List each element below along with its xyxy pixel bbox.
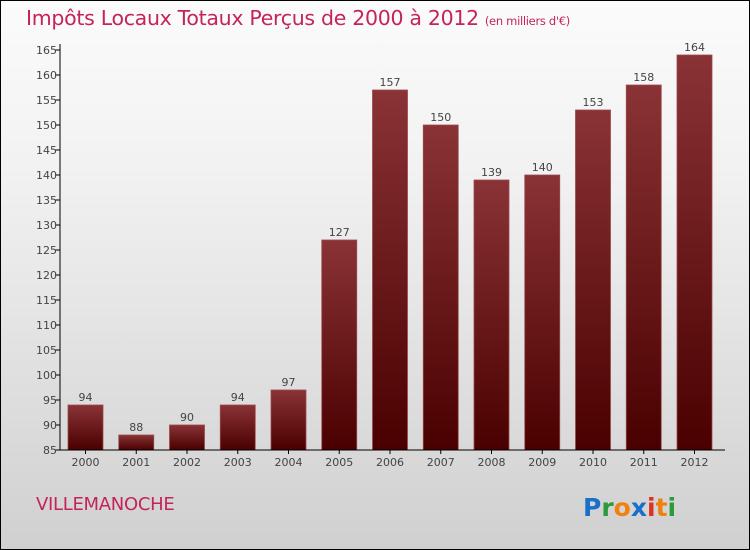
y-tick-label: 135: [36, 194, 57, 207]
data-label-2009: 140: [532, 161, 553, 174]
logo-text: Proxiti: [583, 493, 676, 522]
data-label-2003: 94: [231, 391, 245, 404]
commune-name: VILLEMANOCHE: [36, 494, 175, 515]
data-label-2010: 153: [583, 96, 604, 109]
x-tick-label: 2008: [478, 456, 506, 469]
data-label-2005: 127: [329, 226, 350, 239]
bar-2008: [473, 179, 510, 451]
bar-2010: [575, 109, 611, 451]
x-tick-label: 2009: [528, 456, 556, 469]
data-label-2004: 97: [282, 376, 296, 389]
y-tick-label: 110: [36, 319, 57, 332]
bar-2004: [270, 389, 307, 451]
y-tick-label: 120: [36, 269, 57, 282]
data-label-2007: 150: [430, 111, 451, 124]
bar-2006: [372, 89, 408, 451]
title-text: Impôts Locaux Totaux Perçus de 2000 à 20…: [26, 6, 479, 30]
data-label-2012: 164: [684, 41, 705, 54]
x-tick-label: 2007: [427, 456, 455, 469]
x-tick-label: 2004: [275, 456, 303, 469]
y-tick-label: 150: [36, 119, 57, 132]
chart-title: Impôts Locaux Totaux Perçus de 2000 à 20…: [26, 6, 570, 30]
y-tick-label: 105: [36, 344, 57, 357]
bar-2001: [118, 434, 155, 451]
data-label-2006: 157: [380, 76, 401, 89]
y-tick-label: 130: [36, 219, 57, 232]
y-tick-label: 155: [36, 94, 57, 107]
x-tick-label: 2012: [681, 456, 709, 469]
bar-2009: [524, 174, 561, 451]
x-tick-label: 2006: [376, 456, 404, 469]
y-tick-label: 115: [36, 294, 57, 307]
data-label-2008: 139: [481, 166, 502, 179]
bar-2012: [676, 54, 713, 451]
proxiti-logo: Proxiti: [583, 493, 676, 522]
y-tick-label: 145: [36, 144, 57, 157]
bar-2002: [169, 424, 205, 451]
y-tick-label: 160: [36, 69, 57, 82]
y-tick-label: 140: [36, 169, 57, 182]
data-label-2000: 94: [79, 391, 93, 404]
x-tick-label: 2011: [630, 456, 658, 469]
bar-2007: [422, 124, 459, 451]
x-tick-label: 2005: [325, 456, 353, 469]
y-tick-label: 95: [43, 394, 57, 407]
data-label-2001: 88: [129, 421, 143, 434]
subtitle-text: (en milliers d'€): [484, 14, 570, 28]
bar-2005: [321, 239, 358, 451]
data-label-2011: 158: [633, 71, 654, 84]
x-tick-label: 2003: [224, 456, 252, 469]
x-tick-label: 2002: [173, 456, 201, 469]
y-tick-label: 85: [43, 444, 57, 457]
bar-2011: [625, 84, 662, 451]
bar-2003: [219, 404, 256, 451]
y-tick-label: 125: [36, 244, 57, 257]
x-tick-label: 2000: [72, 456, 100, 469]
x-tick-label: 2001: [122, 456, 150, 469]
y-tick-label: 100: [36, 369, 57, 382]
bar-2000: [67, 404, 104, 451]
y-tick-label: 90: [43, 419, 57, 432]
y-tick-label: 165: [36, 44, 57, 57]
data-label-2002: 90: [180, 411, 194, 424]
x-tick-label: 2010: [579, 456, 607, 469]
